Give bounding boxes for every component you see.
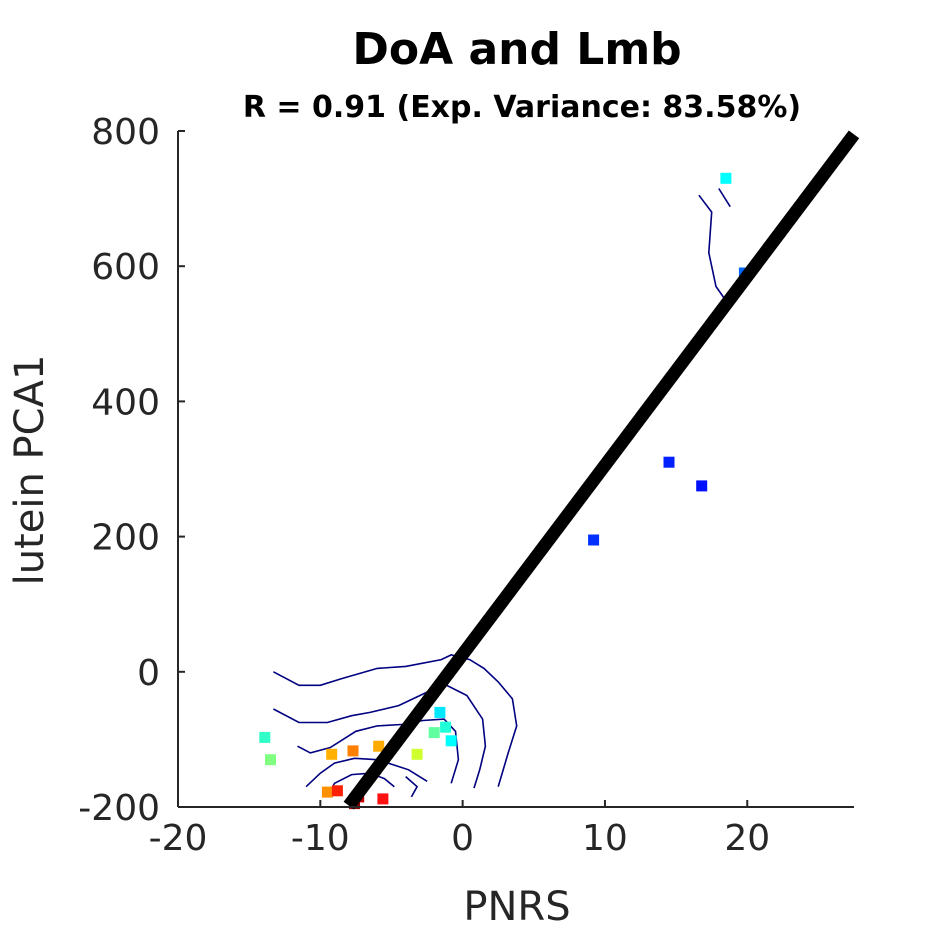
y-tick-label: 200 [91,518,160,559]
data-point-13 [428,727,440,739]
data-point-4 [588,534,600,546]
data-point-7 [326,748,338,760]
x-tick-label: 20 [724,818,770,859]
data-point-14 [445,735,457,747]
chart-subtitle: R = 0.91 (Exp. Variance: 83.58%) [243,90,801,125]
x-tick-label: 10 [582,818,628,859]
y-tick-label: 400 [91,382,160,423]
data-point-15 [321,786,333,798]
regression-line [343,130,860,810]
fit-line-group [343,130,860,810]
y-axis-label: lutein PCA1 [7,355,53,586]
data-point-11 [434,706,446,718]
y-tick-label: 600 [91,247,160,288]
y-ticks: -200 0 200 400 600 800 [78,112,185,829]
y-tick-label: 800 [91,112,160,153]
data-point-9 [373,740,385,752]
x-tick-label: -20 [149,818,208,859]
contour-line-7 [718,188,731,208]
contour-line-3 [305,757,428,788]
data-point-10 [411,748,423,760]
data-point-5 [259,731,271,743]
contour-line-6 [698,194,731,308]
x-tick-label: -10 [291,818,350,859]
axes [177,131,854,808]
data-point-2 [663,456,675,468]
contour-line-0 [273,654,518,787]
data-point-6 [265,754,276,766]
y-tick-label: 0 [137,653,160,694]
x-tick-label: 0 [451,818,474,859]
y-tick-label: -200 [78,788,160,829]
contour-line-5 [405,776,419,798]
scatter-points [259,172,750,810]
data-point-3 [696,480,708,492]
data-point-16 [331,785,343,797]
x-axis-label: PNRS [463,884,570,930]
data-point-8 [347,745,359,757]
chart-title: DoA and Lmb [352,24,681,75]
data-point-19 [377,793,389,805]
data-point-12 [440,721,452,733]
contour-lines [273,188,731,798]
x-ticks: -20 -10 0 10 20 [149,800,770,859]
data-point-0 [720,172,732,184]
